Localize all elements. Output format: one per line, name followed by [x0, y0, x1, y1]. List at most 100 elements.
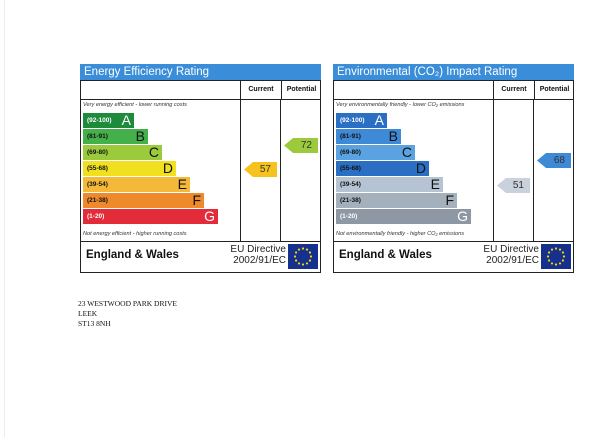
rating-band-g: (1-20) G	[336, 209, 471, 224]
band-range-label: (21-38)	[340, 197, 361, 204]
environment-potential-header: Potential	[534, 81, 574, 99]
environment-eu-directive: EU Directive 2002/91/EC	[474, 244, 539, 266]
band-range-label: (92-100)	[340, 117, 365, 124]
eu-stars-icon	[546, 247, 566, 266]
energy-efficiency-panel: Energy Efficiency Rating Current Potenti…	[80, 64, 321, 273]
rating-band-e: (39-54) E	[83, 177, 190, 192]
band-range-label: (92-100)	[87, 117, 112, 124]
band-letter: D	[162, 160, 173, 176]
band-letter: A	[121, 112, 131, 128]
environment-potential-rating-arrow: 68	[537, 153, 571, 168]
eu-flag-icon	[288, 244, 318, 269]
address-line-1: 23 WESTWOOD PARK DRIVE	[78, 299, 177, 308]
page-edge	[4, 0, 5, 437]
rating-band-e: (39-54) E	[336, 177, 443, 192]
band-range-label: (21-38)	[87, 197, 108, 204]
eu-stars-icon	[293, 247, 313, 266]
energy-region-label: England & Wales	[86, 249, 179, 261]
band-range-label: (69-80)	[340, 149, 361, 156]
band-letter: D	[415, 160, 426, 176]
rating-band-b: (81-91) B	[336, 129, 401, 144]
footer-divider	[81, 241, 320, 242]
eu-star	[561, 251, 565, 254]
header-divider	[334, 99, 573, 100]
band-range-label: (81-91)	[87, 133, 108, 140]
rating-band-a: (92-100) A	[83, 113, 134, 128]
eu-star	[546, 255, 550, 258]
rating-band-a: (92-100) A	[336, 113, 387, 128]
rating-band-d: (55-68) D	[336, 161, 429, 176]
directive-line-1: EU Directive	[483, 244, 539, 255]
potential-column-divider	[533, 99, 534, 242]
property-address: 23 WESTWOOD PARK DRIVE LEEK ST13 8NH	[78, 299, 177, 329]
environment-region-label: England & Wales	[339, 249, 432, 261]
address-line-2: LEEK	[78, 309, 98, 318]
eu-flag-icon	[541, 244, 571, 269]
energy-eu-directive: EU Directive 2002/91/EC	[221, 244, 286, 266]
environment-current-header: Current	[493, 81, 534, 99]
eu-star	[305, 248, 309, 251]
potential-column-divider	[280, 99, 281, 242]
eu-star	[294, 251, 298, 254]
eu-star	[558, 248, 562, 251]
energy-bottom-note: Not energy efficient - higher running co…	[83, 231, 187, 237]
rating-band-g: (1-20) G	[83, 209, 218, 224]
energy-potential-rating-arrow: 72	[284, 138, 318, 153]
eu-star	[550, 262, 554, 265]
rating-band-c: (69-80) C	[83, 145, 162, 160]
band-letter: C	[148, 144, 159, 160]
band-range-label: (39-54)	[87, 181, 108, 188]
band-letter: A	[374, 112, 384, 128]
band-letter: C	[401, 144, 412, 160]
directive-line-2: 2002/91/EC	[486, 255, 539, 266]
rating-band-f: (21-38) F	[83, 193, 204, 208]
current-column-divider	[240, 99, 241, 242]
band-range-label: (55-68)	[87, 165, 108, 172]
eu-star	[554, 247, 558, 250]
current-column-divider	[493, 99, 494, 242]
eu-star	[301, 247, 305, 250]
band-letter: F	[445, 192, 454, 208]
band-letter: B	[135, 128, 145, 144]
eu-star	[308, 259, 312, 262]
eu-star	[558, 262, 562, 265]
environment-top-note: Very environmentally friendly - lower CO…	[336, 102, 465, 108]
band-range-label: (39-54)	[340, 181, 361, 188]
band-letter: F	[192, 192, 201, 208]
eu-star	[561, 259, 565, 262]
energy-current-header: Current	[240, 81, 281, 99]
directive-line-2: 2002/91/EC	[233, 255, 286, 266]
rating-band-d: (55-68) D	[83, 161, 176, 176]
eu-star	[294, 259, 298, 262]
energy-panel-title: Energy Efficiency Rating	[80, 64, 321, 80]
environment-current-rating-arrow: 51	[497, 178, 530, 193]
band-range-label: (1-20)	[340, 213, 358, 220]
eu-star	[297, 248, 301, 251]
environmental-impact-panel: Environmental (CO₂) Impact Rating Curren…	[333, 64, 574, 273]
address-line-3: ST13 8NH	[78, 319, 111, 328]
eu-star	[293, 255, 297, 258]
environment-panel-body: Current Potential Very environmentally f…	[333, 80, 574, 273]
eu-star	[308, 251, 312, 254]
band-range-label: (55-68)	[340, 165, 361, 172]
environment-panel-title: Environmental (CO₂) Impact Rating	[333, 64, 574, 80]
eu-star	[554, 263, 558, 266]
energy-panel-body: Current Potential Very energy efficient …	[80, 80, 321, 273]
energy-potential-header: Potential	[281, 81, 321, 99]
eu-star	[305, 262, 309, 265]
band-range-label: (1-20)	[87, 213, 105, 220]
band-range-label: (69-80)	[87, 149, 108, 156]
band-letter: G	[457, 208, 468, 224]
band-letter: G	[204, 208, 215, 224]
band-letter: B	[388, 128, 398, 144]
eu-star	[550, 248, 554, 251]
header-divider	[81, 99, 320, 100]
eu-star	[309, 255, 313, 258]
band-letter: E	[430, 176, 440, 192]
rating-band-f: (21-38) F	[336, 193, 457, 208]
footer-divider	[334, 241, 573, 242]
directive-line-1: EU Directive	[230, 244, 286, 255]
band-range-label: (81-91)	[340, 133, 361, 140]
eu-star	[562, 255, 566, 258]
eu-star	[547, 251, 551, 254]
